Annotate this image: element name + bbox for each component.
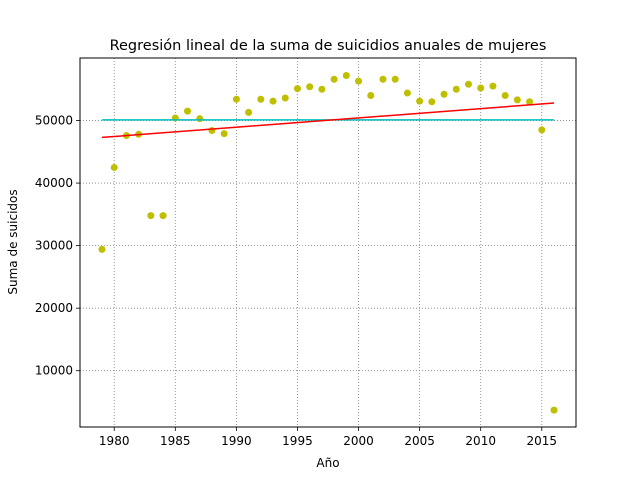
y-tick-label: 40000 [35, 176, 73, 190]
data-point [159, 212, 167, 220]
y-axis-label: Suma de suicidos [6, 189, 20, 294]
x-tick-label: 1980 [99, 434, 130, 448]
y-tick-label: 10000 [35, 364, 73, 378]
series-layer [98, 72, 558, 414]
x-axis-label: Año [316, 456, 339, 470]
data-point [428, 98, 436, 106]
data-point [526, 98, 534, 106]
data-point [538, 126, 546, 134]
y-tick-label: 20000 [35, 301, 73, 315]
data-point [464, 80, 472, 88]
data-point [281, 94, 289, 102]
data-point [355, 77, 363, 85]
data-point [208, 127, 216, 135]
data-point [98, 245, 106, 253]
data-point [379, 75, 387, 83]
y-axis-ticks: 10000 20000 30000 40000 50000 [35, 114, 80, 378]
y-tick-label: 50000 [35, 114, 73, 128]
x-tick-label: 1985 [160, 434, 191, 448]
data-point [440, 90, 448, 98]
data-point [489, 82, 497, 90]
data-point [513, 96, 521, 104]
data-point [306, 83, 314, 91]
x-tick-label: 2005 [404, 434, 435, 448]
data-point [330, 75, 338, 83]
x-tick-label: 2000 [343, 434, 374, 448]
data-point [184, 107, 192, 115]
data-point [416, 97, 424, 105]
data-point [342, 72, 350, 80]
data-point [391, 75, 399, 83]
x-tick-label: 2010 [465, 434, 496, 448]
chart-title: Regresión lineal de la suma de suicidios… [110, 38, 547, 54]
data-point [318, 85, 326, 93]
data-point [232, 95, 240, 103]
data-point [477, 84, 485, 92]
regression-line [101, 102, 555, 139]
data-point [501, 92, 509, 100]
data-point [220, 130, 228, 138]
x-tick-label: 1995 [282, 434, 313, 448]
data-point [269, 97, 277, 105]
data-point [110, 163, 118, 171]
y-tick-label: 30000 [35, 239, 73, 253]
x-tick-label: 1990 [221, 434, 252, 448]
data-point [403, 89, 411, 97]
data-point [245, 108, 253, 116]
data-point [367, 92, 375, 100]
data-point [550, 406, 558, 414]
data-point [257, 95, 265, 103]
data-point [147, 212, 155, 220]
plot-frame [79, 57, 577, 428]
x-tick-label: 2015 [527, 434, 558, 448]
data-point [452, 85, 460, 93]
data-point [293, 85, 301, 93]
data-point [196, 115, 204, 123]
x-axis-ticks: 1980 1985 1990 1995 2000 2005 2010 2015 [99, 427, 557, 448]
